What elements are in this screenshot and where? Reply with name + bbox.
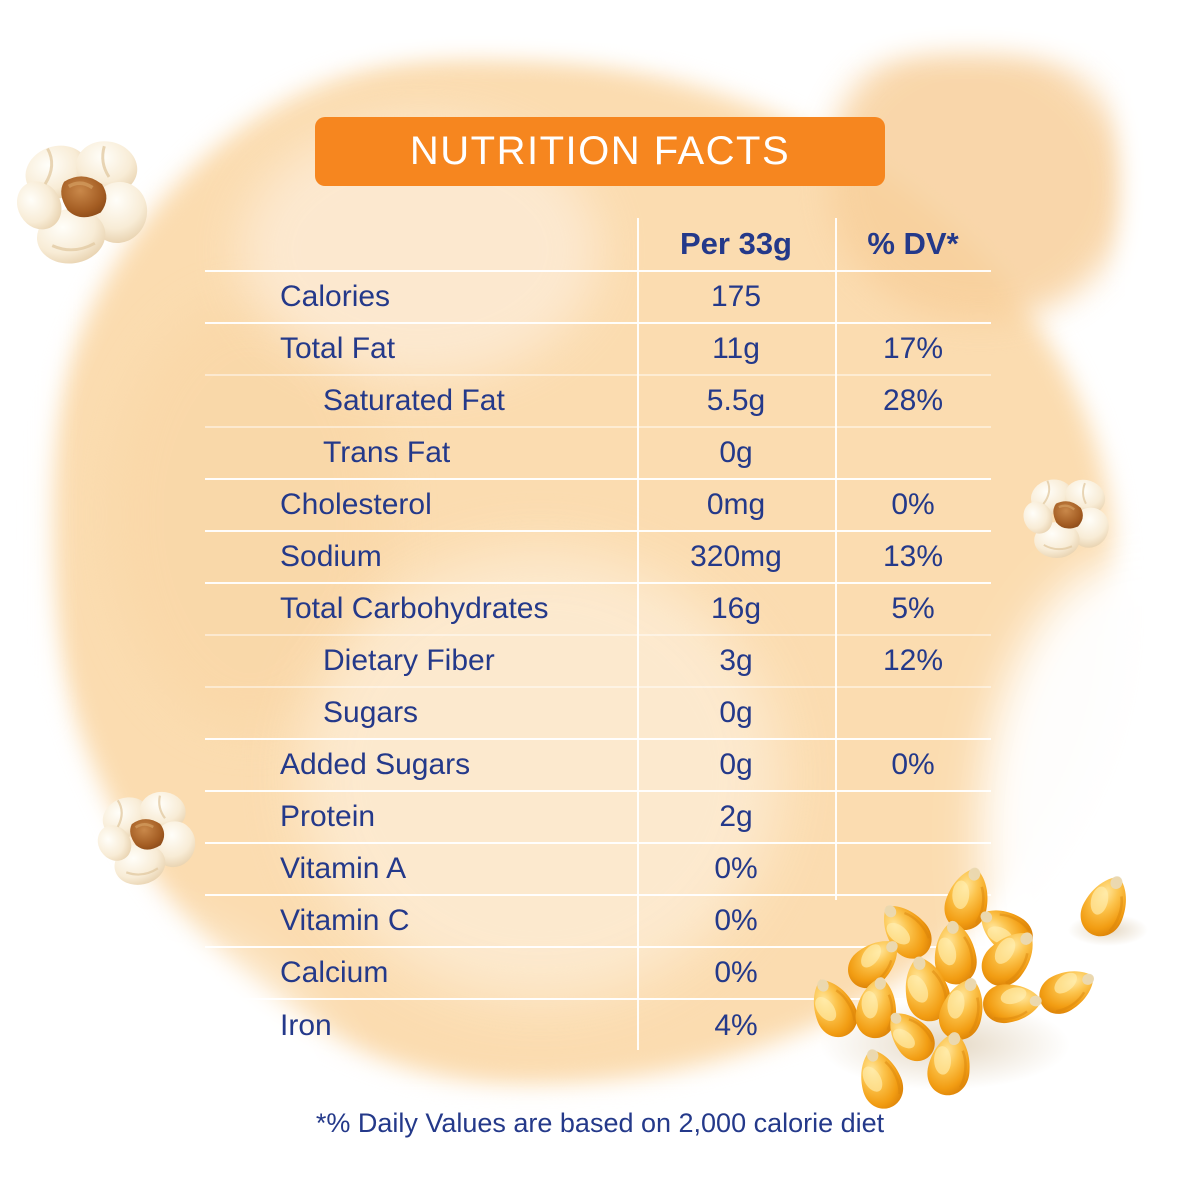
row-amount: 0g (719, 748, 753, 781)
row-dv: 0% (891, 488, 935, 521)
row-label: Added Sugars (280, 748, 471, 781)
row-dv: 13% (882, 540, 944, 573)
nutrition-table: Per 33g % DV* Calories 175 Total Fat 11g… (205, 218, 991, 1052)
row-amount: 5.5g (706, 384, 766, 417)
footnote: *% Daily Values are based on 2,000 calor… (315, 1108, 885, 1138)
row-label: Vitamin C (280, 904, 410, 937)
table-body: Calories 175 Total Fat 11g 17% Saturated… (205, 272, 991, 1052)
row-amount: 16g (710, 592, 762, 625)
table-row: Sugars 0g (205, 688, 991, 740)
table-row: Calcium 0% (205, 948, 991, 1000)
row-amount: 0g (719, 436, 753, 469)
table-row: Trans Fat 0g (205, 428, 991, 480)
page-title: NUTRITION FACTS (409, 129, 791, 173)
row-dv: 5% (891, 592, 935, 625)
white-wash-right (980, 555, 1200, 1200)
table-row: Added Sugars 0g 0% (205, 740, 991, 792)
column-header-amount: Per 33g (679, 226, 792, 261)
row-label: Trans Fat (323, 436, 451, 469)
row-label: Cholesterol (280, 488, 432, 521)
row-amount: 2g (719, 800, 753, 833)
row-dv: 0% (891, 748, 935, 781)
row-label: Sugars (323, 696, 419, 729)
row-amount: 320mg (690, 540, 782, 573)
table-row: Dietary Fiber 3g 12% (205, 636, 991, 688)
white-wash-top (0, 0, 1200, 50)
table-row: Total Fat 11g 17% (205, 324, 991, 376)
row-label: Dietary Fiber (323, 644, 495, 677)
row-amount: 4% (714, 1009, 758, 1042)
table-row: Total Carbohydrates 16g 5% (205, 584, 991, 636)
row-amount: 0% (714, 904, 758, 937)
row-amount: 0mg (706, 488, 766, 521)
row-dv: 28% (882, 384, 944, 417)
row-amount: 175 (710, 280, 762, 313)
popcorn-icon (90, 783, 204, 893)
row-amount: 0% (714, 852, 758, 885)
table-row: Sodium 320mg 13% (205, 532, 991, 584)
table-row: Saturated Fat 5.5g 28% (205, 376, 991, 428)
row-label: Calories (280, 280, 391, 313)
table-row: Vitamin A 0% (205, 844, 991, 896)
white-wash-top-right (1125, 0, 1200, 380)
row-dv: 12% (882, 644, 944, 677)
row-amount: 0g (719, 696, 753, 729)
row-amount: 0% (714, 956, 758, 989)
table-header: Per 33g % DV* (205, 218, 991, 272)
row-label: Saturated Fat (323, 384, 505, 417)
column-header-dv: % DV* (867, 226, 959, 261)
row-amount: 3g (719, 644, 753, 677)
popcorn-icon (12, 133, 154, 270)
table-row: Cholesterol 0mg 0% (205, 480, 991, 532)
table-row: Iron 4% (205, 1000, 991, 1052)
row-label: Sodium (280, 540, 382, 573)
row-label: Protein (280, 800, 376, 833)
row-label: Total Carbohydrates (280, 592, 549, 625)
row-label: Calcium (280, 956, 389, 989)
row-dv: 17% (882, 332, 944, 365)
white-wash-left (0, 0, 50, 720)
title-banner: NUTRITION FACTS (315, 117, 885, 186)
table-row: Calories 175 (205, 272, 991, 324)
row-label: Vitamin A (280, 852, 407, 885)
row-amount: 11g (712, 332, 760, 365)
row-label: Iron (280, 1009, 332, 1042)
table-row: Protein 2g (205, 792, 991, 844)
row-label: Total Fat (280, 332, 396, 365)
table-row: Vitamin C 0% (205, 896, 991, 948)
popcorn-icon (1015, 468, 1119, 568)
